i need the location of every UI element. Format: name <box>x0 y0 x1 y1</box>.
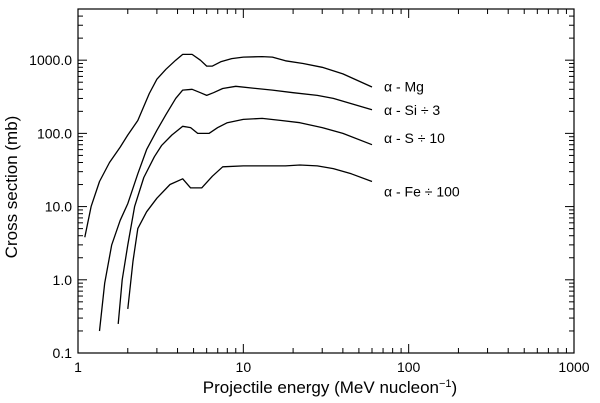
y-tick-label: 1000.0 <box>29 52 72 68</box>
series-label-1: α - Mg <box>384 78 424 94</box>
x-tick-label: 1 <box>74 359 82 375</box>
y-tick-label: 1.0 <box>53 272 73 288</box>
series-label-2: α - Si ÷ 3 <box>384 102 440 118</box>
y-axis-label: Cross section (mb) <box>2 116 21 259</box>
plot-frame: 1 10 100 1000 0.1 1.0 10.0 100.0 1000.0 <box>29 8 590 375</box>
series-line-3 <box>117 117 373 324</box>
series-line-2 <box>98 85 373 332</box>
x-tick-label: 100 <box>397 359 421 375</box>
series-line-4 <box>127 164 373 309</box>
x-axis-label: Projectile energy (MeV nucleon−1) <box>203 378 457 397</box>
series-labels: α - Mg α - Si ÷ 3 α - S ÷ 10 α - Fe ÷ 100 <box>384 78 460 199</box>
series-label-3: α - S ÷ 10 <box>384 130 445 146</box>
series-label-4: α - Fe ÷ 100 <box>384 184 460 200</box>
y-tick-label: 0.1 <box>53 345 73 361</box>
y-tick-label: 10.0 <box>45 199 72 215</box>
x-tick-label: 1000 <box>558 359 589 375</box>
series-group <box>84 53 373 332</box>
x-tick-label: 10 <box>236 359 252 375</box>
plot-area-border <box>77 8 575 354</box>
series-line-1 <box>84 53 373 238</box>
y-tick-label: 100.0 <box>37 125 72 141</box>
